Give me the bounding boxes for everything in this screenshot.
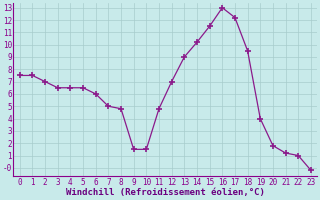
X-axis label: Windchill (Refroidissement éolien,°C): Windchill (Refroidissement éolien,°C) <box>66 188 265 197</box>
